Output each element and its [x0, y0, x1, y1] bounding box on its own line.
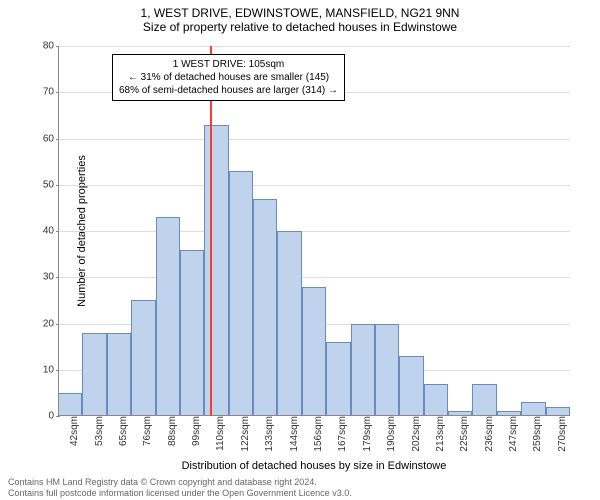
- histogram-bar: [546, 407, 570, 416]
- attribution-line2: Contains full postcode information licen…: [8, 488, 352, 498]
- x-tick-label: 99sqm: [191, 416, 202, 446]
- gridline: [58, 185, 570, 186]
- histogram-bar: [521, 402, 545, 416]
- x-tick-label: 213sqm: [435, 416, 446, 452]
- x-tick-label: 144sqm: [289, 416, 300, 452]
- x-tick-label: 133sqm: [264, 416, 275, 452]
- y-tick-label: 40: [43, 226, 54, 237]
- histogram-bar: [399, 356, 423, 416]
- attribution: Contains HM Land Registry data © Crown c…: [8, 477, 352, 498]
- x-tick-label: 42sqm: [69, 416, 80, 446]
- histogram-bar: [229, 171, 253, 416]
- gridline: [58, 139, 570, 140]
- y-tick-label: 30: [43, 272, 54, 283]
- x-tick-label: 190sqm: [386, 416, 397, 452]
- info-box-line: ← 31% of detached houses are smaller (14…: [119, 71, 338, 84]
- histogram-bar: [204, 125, 228, 416]
- y-tick-label: 10: [43, 364, 54, 375]
- y-tick-mark: [56, 416, 60, 417]
- histogram-bar: [326, 342, 350, 416]
- histogram-bar: [180, 250, 204, 417]
- x-tick-label: 225sqm: [459, 416, 470, 452]
- gridline: [58, 46, 570, 47]
- attribution-line1: Contains HM Land Registry data © Crown c…: [8, 477, 352, 487]
- histogram-bar: [472, 384, 496, 416]
- x-tick-label: 270sqm: [557, 416, 568, 452]
- y-tick-label: 20: [43, 318, 54, 329]
- chart-title: 1, WEST DRIVE, EDWINSTOWE, MANSFIELD, NG…: [0, 0, 600, 34]
- x-tick-label: 179sqm: [362, 416, 373, 452]
- x-tick-label: 65sqm: [118, 416, 129, 446]
- y-tick-label: 50: [43, 179, 54, 190]
- histogram-bar: [424, 384, 448, 416]
- title-line1: 1, WEST DRIVE, EDWINSTOWE, MANSFIELD, NG…: [0, 6, 600, 20]
- x-tick-label: 53sqm: [94, 416, 105, 446]
- title-line2: Size of property relative to detached ho…: [0, 20, 600, 34]
- y-tick-label: 60: [43, 133, 54, 144]
- histogram-bar: [131, 300, 155, 416]
- info-box-line: 68% of semi-detached houses are larger (…: [119, 84, 338, 97]
- histogram-bar: [351, 324, 375, 417]
- y-tick-label: 0: [48, 411, 54, 422]
- x-axis-label: Distribution of detached houses by size …: [58, 460, 570, 472]
- reference-line: [210, 46, 212, 416]
- y-tick-label: 70: [43, 87, 54, 98]
- y-axis: 01020304050607080: [32, 46, 54, 416]
- histogram-bar: [156, 217, 180, 416]
- histogram-bar: [302, 287, 326, 417]
- x-tick-label: 202sqm: [411, 416, 422, 452]
- gridline: [58, 277, 570, 278]
- x-tick-label: 167sqm: [337, 416, 348, 452]
- histogram-bar: [277, 231, 301, 416]
- plot-area: 42sqm53sqm65sqm76sqm88sqm99sqm110sqm122s…: [58, 46, 570, 416]
- histogram-bar: [375, 324, 399, 417]
- info-box-line: 1 WEST DRIVE: 105sqm: [119, 58, 338, 71]
- histogram-bar: [253, 199, 277, 416]
- histogram-bar: [82, 333, 106, 416]
- info-box: 1 WEST DRIVE: 105sqm← 31% of detached ho…: [112, 54, 345, 101]
- x-tick-label: 110sqm: [215, 416, 226, 451]
- histogram-bar: [58, 393, 82, 416]
- histogram-bar: [448, 411, 472, 416]
- y-tick-label: 80: [43, 41, 54, 52]
- histogram-bar: [107, 333, 131, 416]
- gridline: [58, 231, 570, 232]
- x-tick-label: 259sqm: [532, 416, 543, 452]
- x-tick-label: 88sqm: [167, 416, 178, 446]
- x-tick-label: 156sqm: [313, 416, 324, 452]
- x-tick-label: 122sqm: [240, 416, 251, 452]
- histogram-bar: [497, 411, 521, 416]
- x-tick-label: 236sqm: [484, 416, 495, 452]
- x-tick-label: 76sqm: [142, 416, 153, 446]
- x-tick-label: 247sqm: [508, 416, 519, 452]
